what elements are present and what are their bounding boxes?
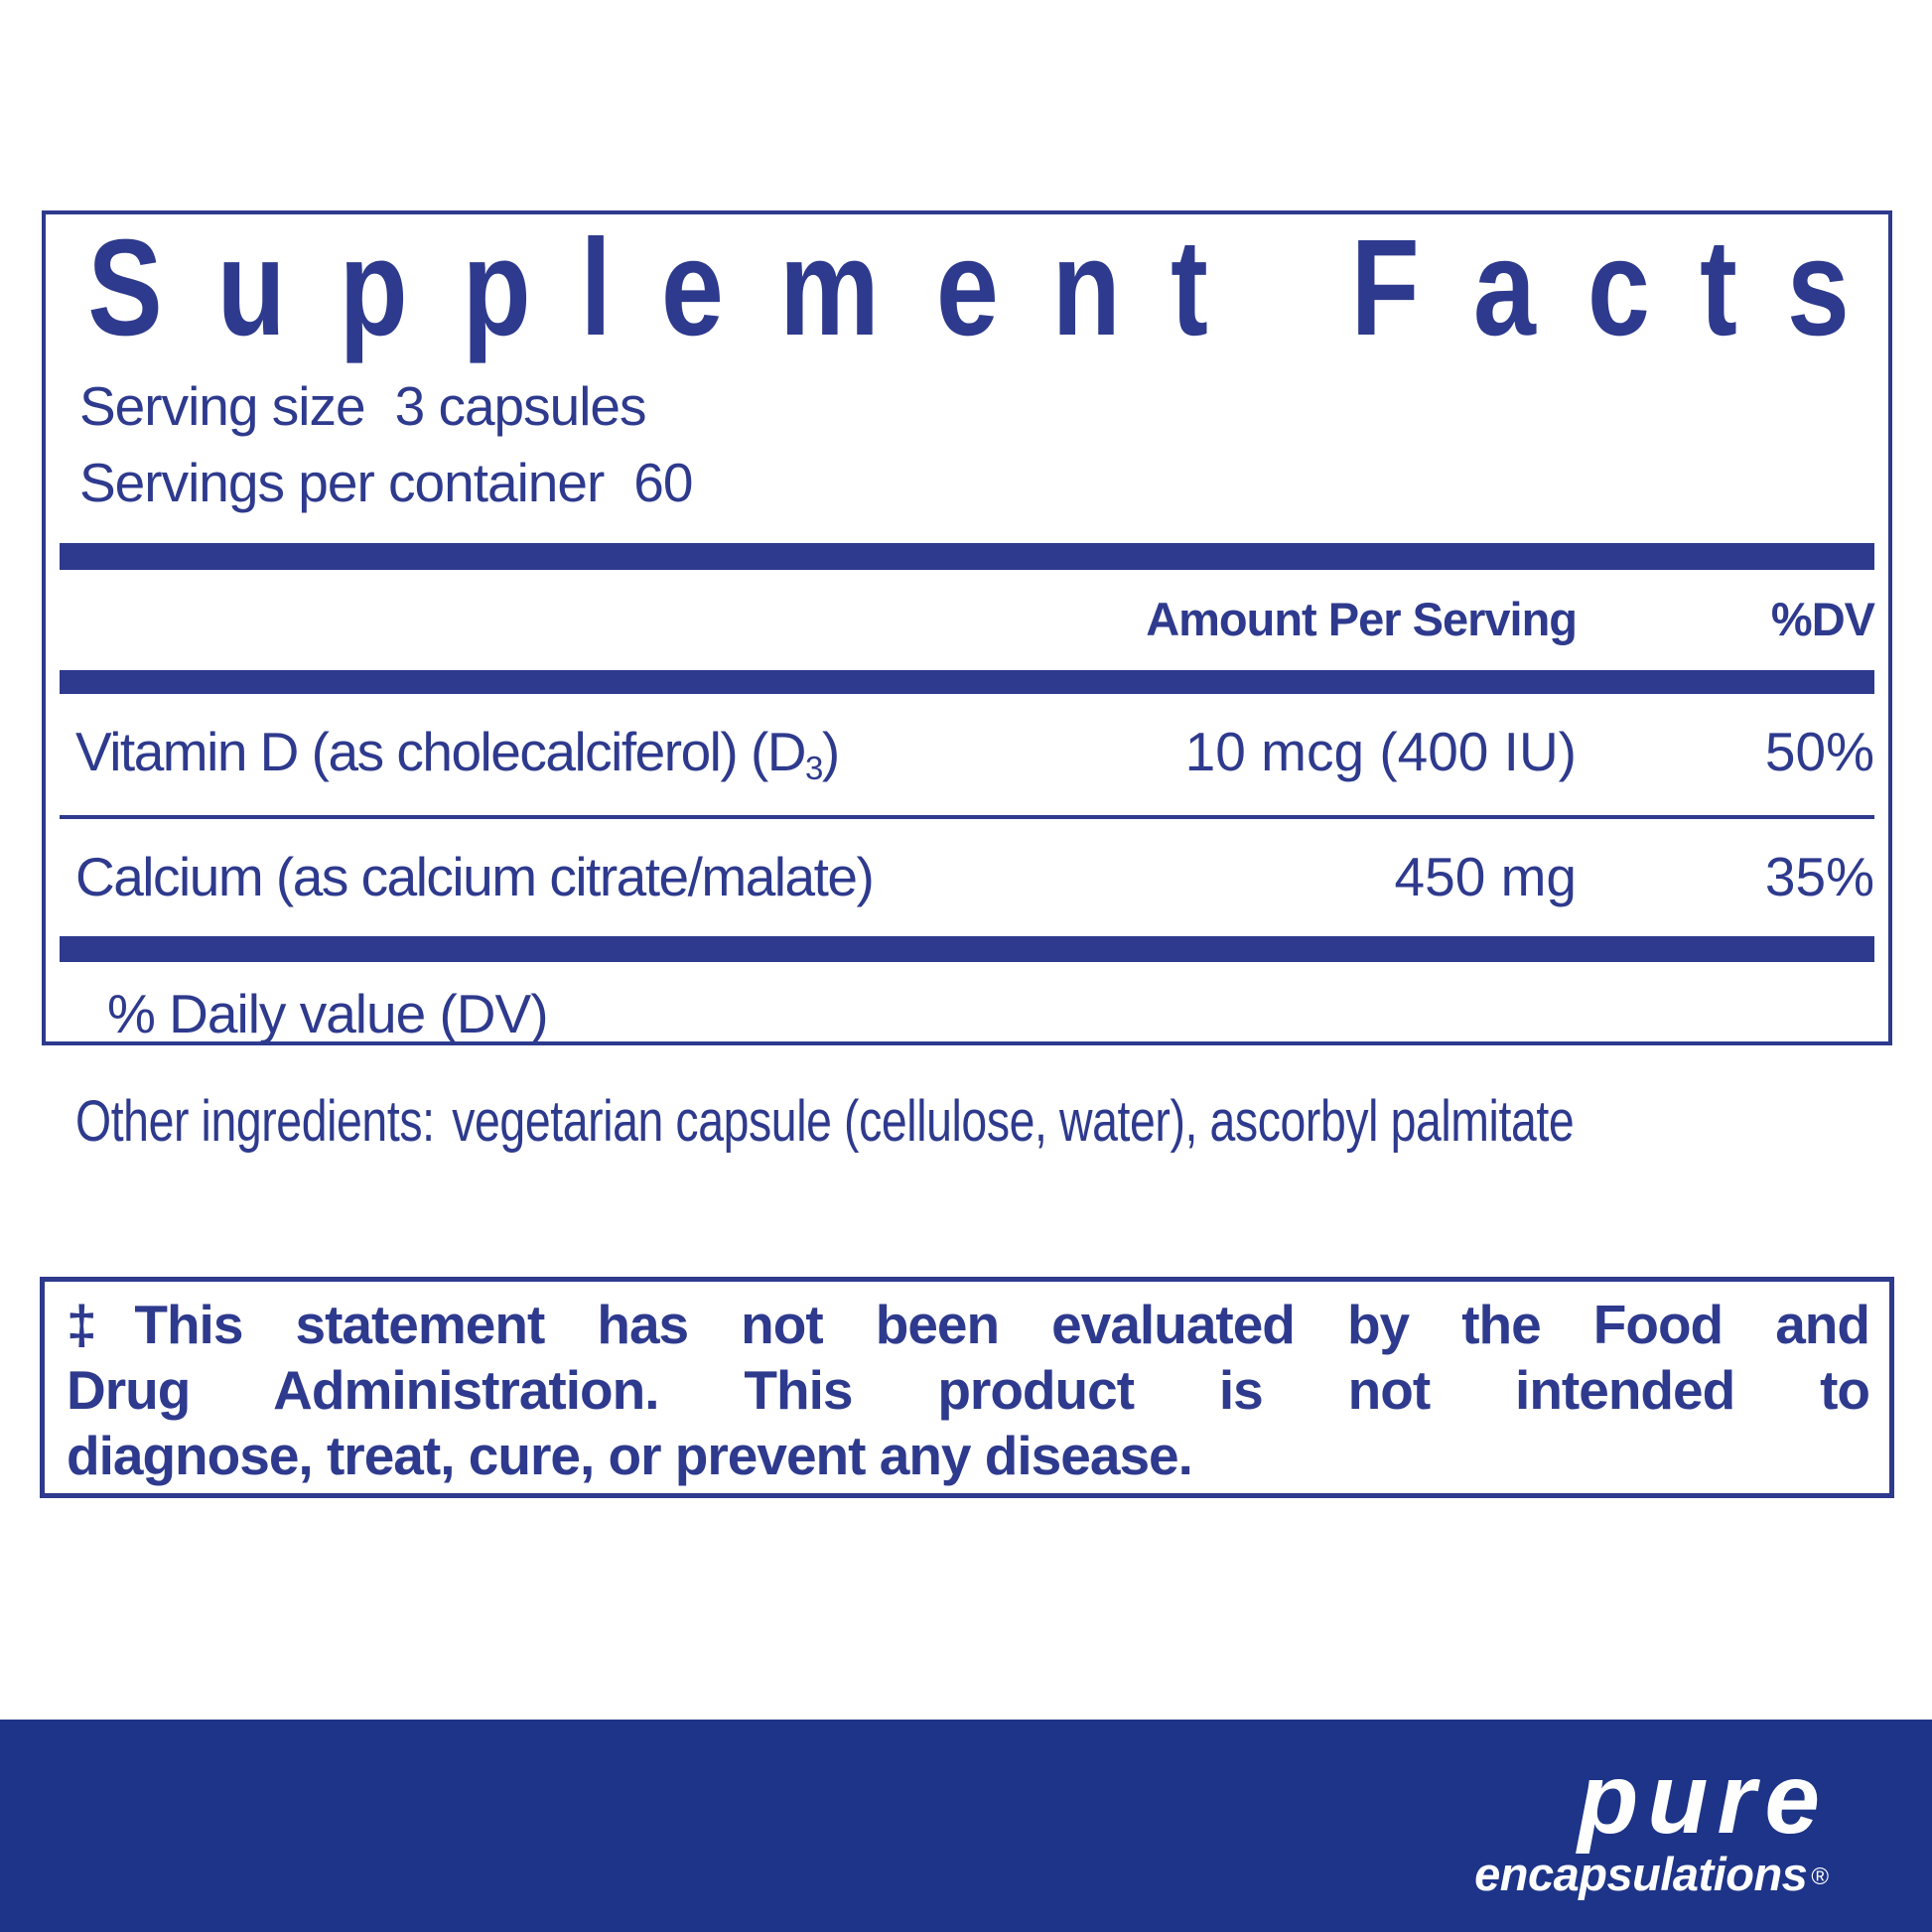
daily-value-footnote: % Daily value (DV)	[107, 982, 549, 1044]
title-letter: e	[935, 211, 999, 364]
title-letter: t	[1700, 211, 1738, 364]
separator-bar-top	[60, 542, 1874, 570]
nutrient-name: Vitamin D (as cholecalciferol) (D3)	[75, 720, 840, 786]
serving-info: Serving size 3 capsules Servings per cont…	[79, 368, 1888, 521]
nutrient-name: Calcium (as calcium citrate/malate)	[75, 845, 875, 907]
title-letter: p	[340, 211, 409, 364]
nutrient-dv: 50%	[1764, 720, 1874, 782]
nutrient-amount: 10 mcg (400 IU)	[1184, 720, 1577, 782]
title-letter: m	[779, 211, 880, 364]
footer-brand-band: pure encapsulations ®	[0, 1720, 1932, 1932]
fda-disclaimer-box: ‡This statement has not been evaluated b…	[40, 1277, 1894, 1498]
disclaimer-line: ‡This statement has not been evaluated b…	[67, 1294, 1870, 1355]
other-ingredients-text: vegetarian capsule (cellulose, water), a…	[452, 1089, 1575, 1154]
title-letter: u	[216, 211, 286, 364]
servings-per-container-label: Servings per container	[79, 451, 605, 513]
other-ingredients-line: Other ingredients: vegetarian capsule (ce…	[75, 1088, 1575, 1155]
table-header: Amount Per Serving %DV	[60, 570, 1875, 670]
disclaimer-line: Drug Administration. This product is not…	[67, 1359, 1870, 1421]
brand-name-pure: pure	[1578, 1743, 1829, 1855]
disclaimer-line: diagnose, treat, cure, or prevent any di…	[67, 1425, 1193, 1486]
title-letter: e	[660, 211, 724, 364]
brand-name-encapsulations: encapsulations	[1474, 1848, 1808, 1900]
title-letter: n	[1051, 211, 1121, 364]
title-letter: c	[1587, 211, 1651, 364]
brand-name-line2: encapsulations ®	[1474, 1849, 1829, 1900]
separator-bar-bottom	[60, 935, 1874, 962]
row-divider	[60, 814, 1874, 819]
separator-bar-header	[60, 669, 1874, 694]
nutrient-row: Vitamin D (as cholecalciferol) (D3) 10 mc…	[60, 694, 1874, 815]
title-letter: l	[580, 211, 613, 364]
other-ingredients-label: Other ingredients:	[75, 1089, 435, 1154]
title-letter: s	[1787, 211, 1851, 364]
servings-per-container-value: 60	[633, 451, 693, 513]
brand-logo: pure encapsulations ®	[1474, 1749, 1829, 1900]
title-letter: S	[87, 211, 163, 364]
serving-size-line: Serving size 3 capsules	[79, 368, 1888, 445]
nutrient-row: Calcium (as calcium citrate/malate) 450 m…	[60, 819, 1874, 936]
nutrient-rows: Vitamin D (as cholecalciferol) (D3) 10 mc…	[46, 694, 1888, 936]
nutrient-dv: 35%	[1764, 845, 1874, 907]
nutrient-amount: 450 mg	[1394, 845, 1577, 907]
serving-size-value: 3 capsules	[394, 374, 647, 437]
serving-size-label: Serving size	[79, 374, 366, 437]
header-amount-per-serving: Amount Per Serving	[1146, 592, 1578, 645]
header-percent-dv: %DV	[1770, 592, 1875, 645]
title-letter: t	[1171, 211, 1209, 364]
title-letter: F	[1350, 211, 1420, 364]
title-letter: a	[1472, 211, 1536, 364]
servings-per-container-line: Servings per container 60	[79, 445, 1888, 521]
title-letter: p	[462, 211, 531, 364]
registered-trademark-icon: ®	[1811, 1863, 1829, 1890]
